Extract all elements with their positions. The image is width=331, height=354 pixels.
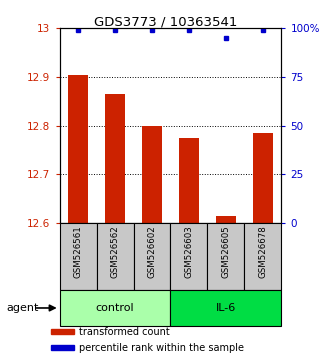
Text: GSM526562: GSM526562 [111,225,119,278]
Text: agent: agent [7,303,39,313]
Text: IL-6: IL-6 [216,303,236,313]
Bar [208,223,244,290]
Bar [179,138,199,223]
Text: GSM526605: GSM526605 [221,225,230,278]
Text: GSM526602: GSM526602 [148,225,157,278]
Bar [170,290,281,326]
Bar [51,329,73,335]
Bar [60,223,97,290]
Text: GSM526603: GSM526603 [184,225,193,278]
Text: control: control [96,303,134,313]
Bar [133,223,170,290]
Bar [253,133,273,223]
Text: percentile rank within the sample: percentile rank within the sample [79,343,244,353]
Bar [244,223,281,290]
Bar [142,126,162,223]
Bar [97,223,133,290]
Text: GSM526561: GSM526561 [73,225,82,278]
Text: transformed count: transformed count [79,327,169,337]
Bar [68,75,88,223]
Text: GDS3773 / 10363541: GDS3773 / 10363541 [94,16,237,29]
Bar [51,345,73,350]
Bar [170,223,208,290]
Bar [105,94,125,223]
Bar [60,290,170,326]
Bar [216,216,236,223]
Text: GSM526678: GSM526678 [259,225,267,278]
